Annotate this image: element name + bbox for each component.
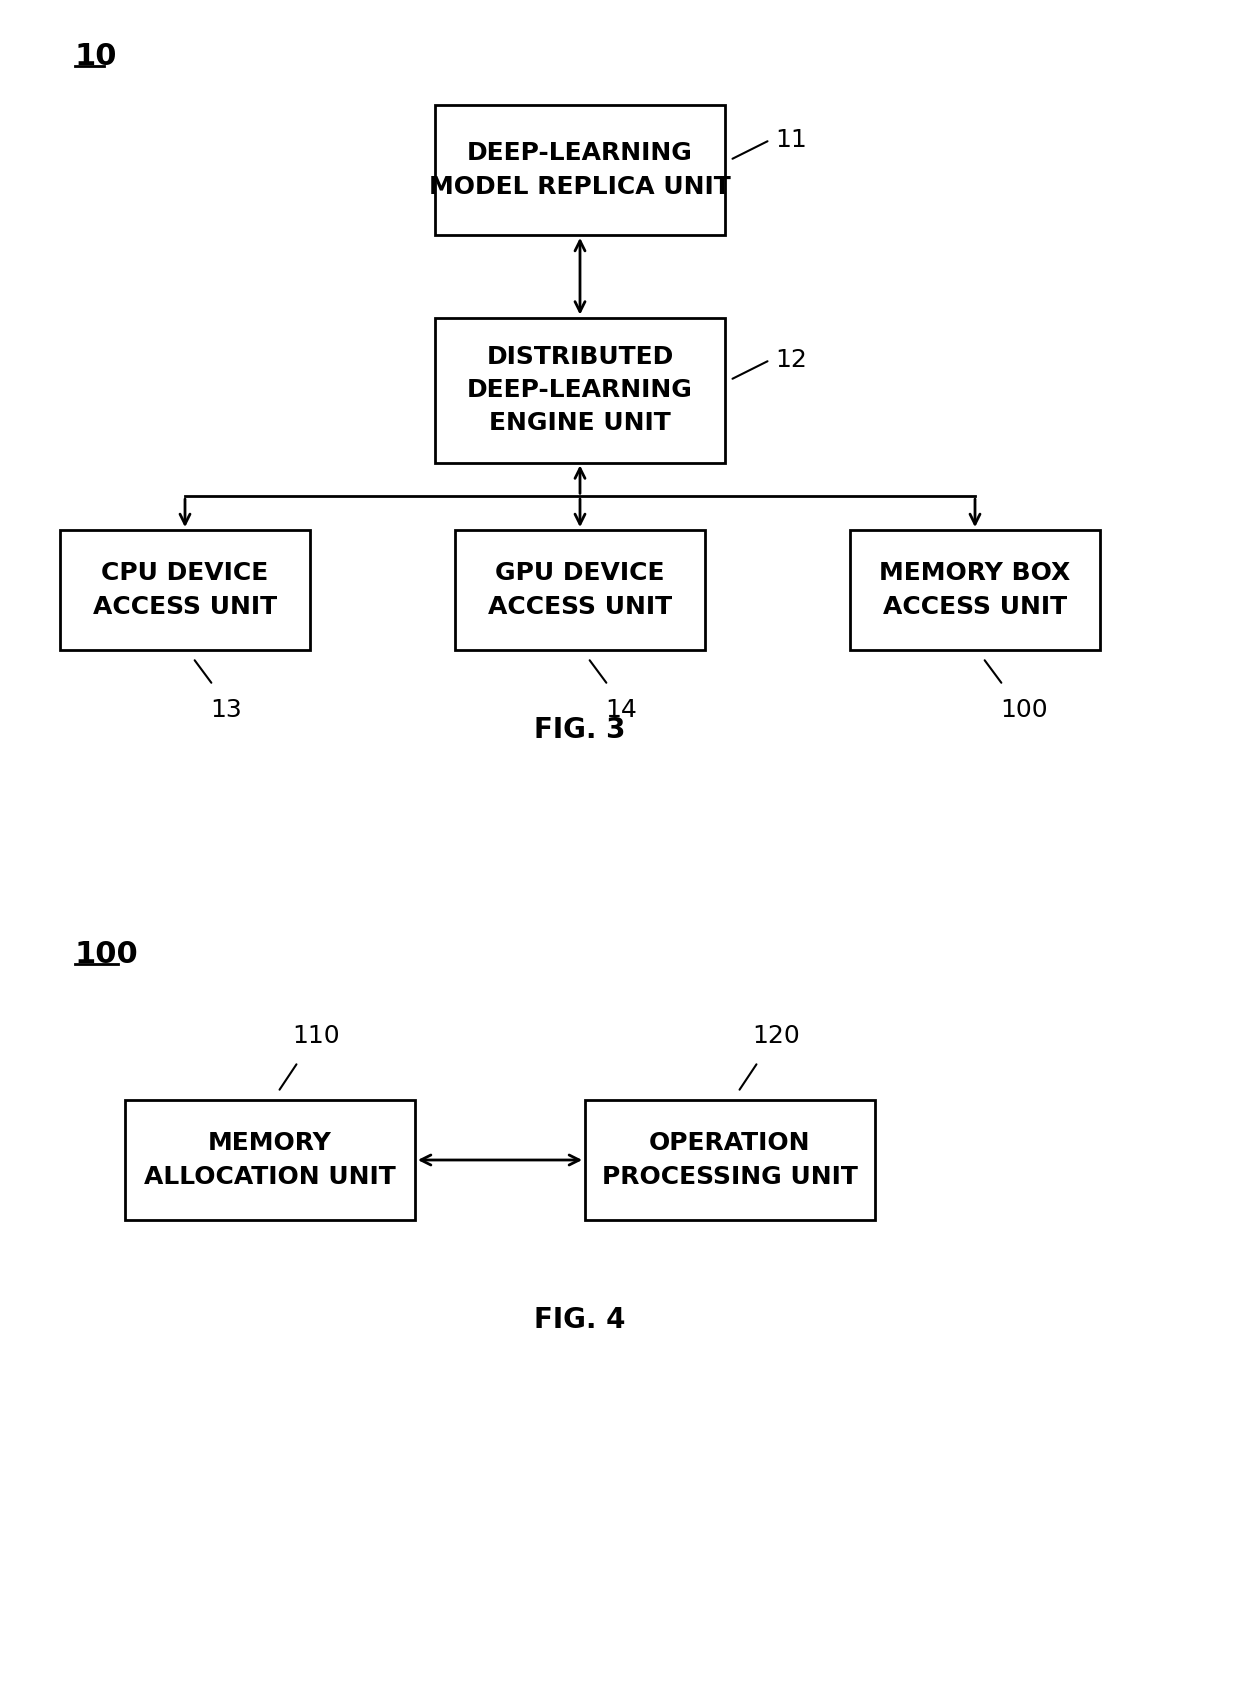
Text: DISTRIBUTED
DEEP-LEARNING
ENGINE UNIT: DISTRIBUTED DEEP-LEARNING ENGINE UNIT bbox=[467, 345, 693, 436]
Text: 14: 14 bbox=[605, 697, 637, 722]
Bar bbox=[849, 530, 1100, 650]
Text: 110: 110 bbox=[291, 1024, 340, 1047]
Text: 100: 100 bbox=[74, 940, 139, 968]
Text: MEMORY
ALLOCATION UNIT: MEMORY ALLOCATION UNIT bbox=[144, 1132, 396, 1189]
Text: MEMORY BOX
ACCESS UNIT: MEMORY BOX ACCESS UNIT bbox=[879, 561, 1070, 618]
Text: 100: 100 bbox=[999, 697, 1048, 722]
Text: 11: 11 bbox=[775, 128, 807, 152]
Bar bbox=[435, 104, 725, 236]
Text: CPU DEVICE
ACCESS UNIT: CPU DEVICE ACCESS UNIT bbox=[93, 561, 277, 618]
Bar bbox=[455, 530, 706, 650]
Text: 12: 12 bbox=[775, 349, 807, 372]
Bar bbox=[585, 1100, 875, 1219]
Text: FIG. 3: FIG. 3 bbox=[534, 716, 626, 744]
Text: DEEP-LEARNING
MODEL REPLICA UNIT: DEEP-LEARNING MODEL REPLICA UNIT bbox=[429, 141, 730, 199]
Text: FIG. 4: FIG. 4 bbox=[534, 1307, 626, 1334]
Text: OPERATION
PROCESSING UNIT: OPERATION PROCESSING UNIT bbox=[603, 1132, 858, 1189]
Bar bbox=[435, 318, 725, 463]
Text: 10: 10 bbox=[74, 42, 118, 71]
Text: GPU DEVICE
ACCESS UNIT: GPU DEVICE ACCESS UNIT bbox=[487, 561, 672, 618]
Bar bbox=[125, 1100, 415, 1219]
Text: 120: 120 bbox=[751, 1024, 800, 1047]
Bar bbox=[60, 530, 310, 650]
Text: 13: 13 bbox=[210, 697, 242, 722]
